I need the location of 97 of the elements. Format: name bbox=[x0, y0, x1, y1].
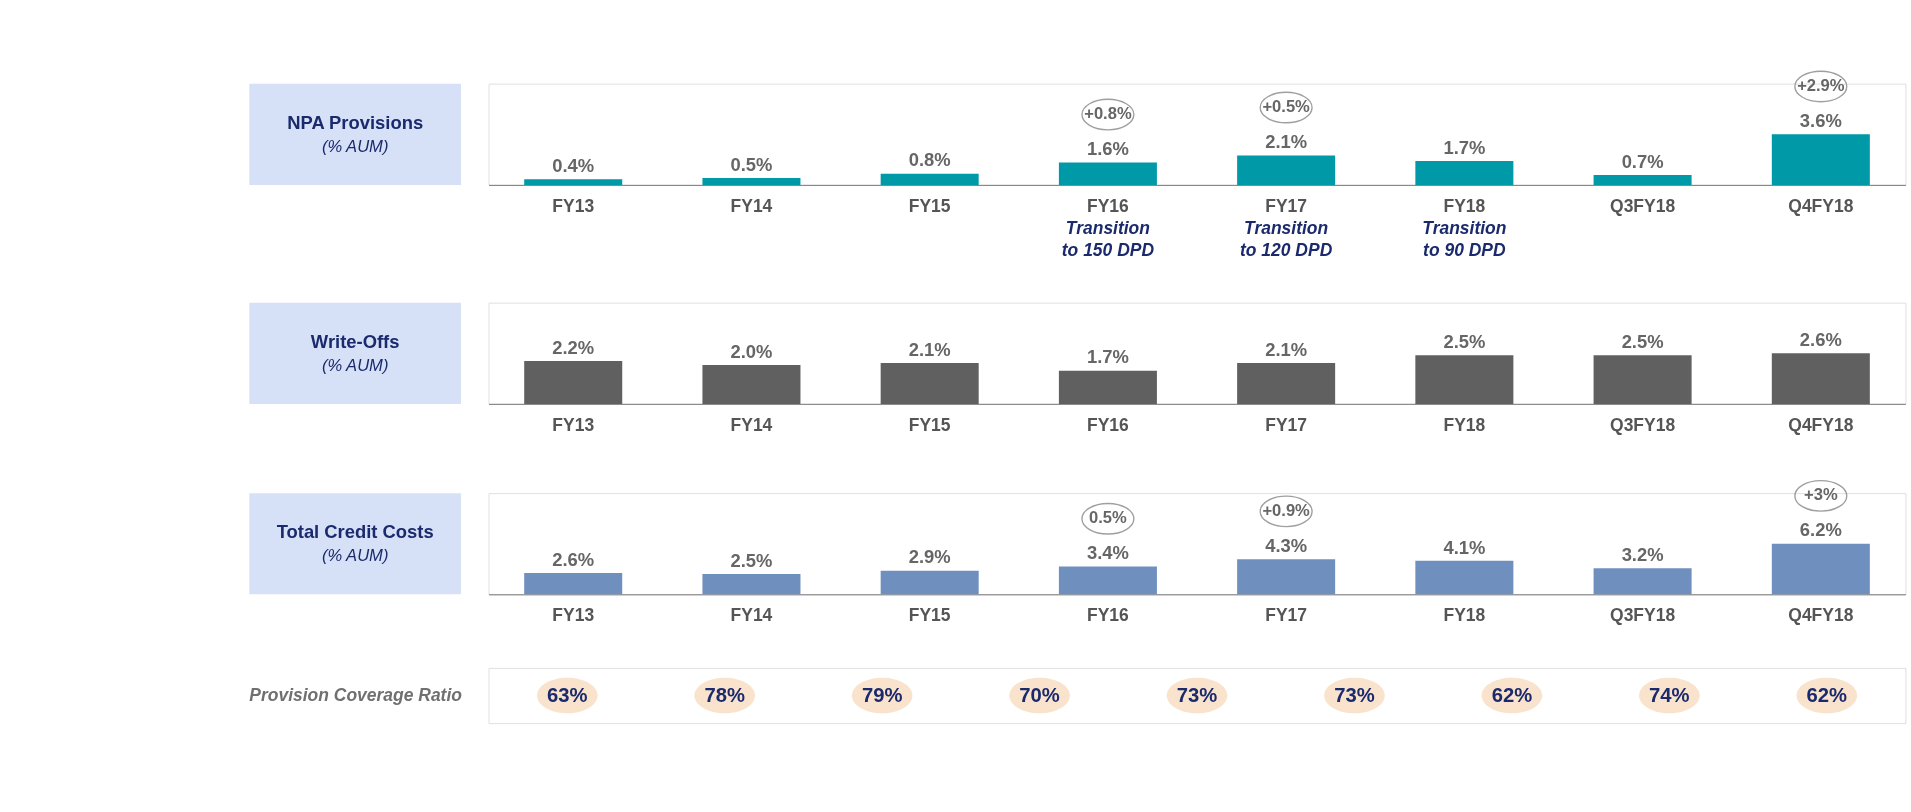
data-label: 0.7% bbox=[1621, 150, 1664, 172]
data-label: 0.8% bbox=[908, 149, 951, 171]
bar bbox=[524, 179, 623, 185]
x-tick-label: FY15 bbox=[908, 196, 951, 217]
x-tick-label: Q3FY18 bbox=[1610, 196, 1676, 217]
x-tick-label: FY13 bbox=[552, 415, 595, 436]
x-tick-label: FY17 bbox=[1265, 605, 1308, 626]
bar bbox=[880, 363, 979, 404]
bar bbox=[1058, 566, 1157, 595]
x-tick-label: FY16 bbox=[1087, 415, 1130, 436]
data-label: 3.2% bbox=[1621, 543, 1664, 565]
data-label: 0.5% bbox=[730, 153, 773, 175]
x-tick-label: Q4FY18 bbox=[1788, 605, 1854, 626]
bar bbox=[880, 570, 979, 595]
chart-title: Total Credit Costs bbox=[276, 521, 434, 543]
bar bbox=[1593, 568, 1692, 595]
chart-title: Write-Offs bbox=[310, 330, 400, 352]
data-label: 2.1% bbox=[908, 338, 951, 360]
bar bbox=[880, 173, 979, 185]
x-tick-label: Q3FY18 bbox=[1610, 605, 1676, 626]
annotation: +2.9% bbox=[1797, 76, 1845, 96]
x-tick-label: FY14 bbox=[730, 605, 773, 626]
bar bbox=[1415, 161, 1514, 185]
bar bbox=[1771, 543, 1870, 595]
bar bbox=[1237, 363, 1336, 404]
text: 73% bbox=[1176, 683, 1218, 706]
data-label: 4.1% bbox=[1443, 536, 1486, 558]
text: 78% bbox=[704, 683, 745, 706]
data-label: 2.5% bbox=[730, 549, 773, 571]
x-tick-label: FY17 bbox=[1265, 415, 1308, 436]
data-label: 1.7% bbox=[1443, 136, 1486, 158]
chart-subtitle: (% AUM) bbox=[321, 355, 389, 375]
chart-subtitle: (% AUM) bbox=[321, 546, 389, 566]
x-tick-label: FY14 bbox=[730, 415, 773, 436]
data-label: 2.1% bbox=[1265, 338, 1308, 360]
x-tick-label: Q4FY18 bbox=[1788, 415, 1854, 436]
x-tick-label: FY16 bbox=[1087, 196, 1130, 217]
x-tick-label: FY18 bbox=[1443, 196, 1486, 217]
x-tick-label: FY16 bbox=[1087, 605, 1130, 626]
data-label: 3.4% bbox=[1086, 542, 1129, 564]
data-label: 2.5% bbox=[1443, 330, 1486, 352]
bar bbox=[1771, 353, 1870, 404]
text: Provision Coverage Ratio bbox=[249, 685, 463, 706]
text: Transition to 90 DPD bbox=[1422, 217, 1507, 260]
annotation: +0.5% bbox=[1262, 97, 1311, 117]
text: 62% bbox=[1806, 683, 1848, 706]
data-label: 2.6% bbox=[552, 548, 595, 570]
bar bbox=[1415, 355, 1514, 404]
chart-title: NPA Provisions bbox=[287, 111, 424, 133]
bar bbox=[1771, 134, 1870, 185]
text: 74% bbox=[1649, 683, 1690, 706]
bar bbox=[702, 364, 801, 404]
bar bbox=[702, 177, 801, 185]
chart-subtitle: (% AUM) bbox=[321, 136, 389, 156]
x-tick-label: FY13 bbox=[552, 196, 595, 217]
data-label: 2.2% bbox=[552, 336, 595, 358]
data-label: 6.2% bbox=[1799, 519, 1842, 541]
annotation: 0.5% bbox=[1089, 508, 1128, 528]
annotation: +3% bbox=[1804, 485, 1838, 505]
data-label: 3.6% bbox=[1799, 109, 1842, 131]
data-label: 0.4% bbox=[552, 154, 595, 176]
bar bbox=[1415, 560, 1514, 595]
x-tick-label: FY18 bbox=[1443, 415, 1486, 436]
bar bbox=[1237, 155, 1336, 185]
text: Transition to 150 DPD bbox=[1061, 217, 1155, 260]
data-label: 2.6% bbox=[1799, 328, 1842, 350]
annotation: +0.9% bbox=[1262, 501, 1311, 520]
bar bbox=[702, 573, 801, 595]
text: Transition to 120 DPD bbox=[1240, 217, 1333, 260]
bar bbox=[524, 573, 623, 595]
bar bbox=[1058, 162, 1157, 185]
data-label: 4.3% bbox=[1265, 534, 1308, 556]
data-label: 2.1% bbox=[1265, 131, 1308, 153]
text: 79% bbox=[861, 683, 903, 706]
data-label: 2.0% bbox=[730, 340, 773, 362]
x-tick-label: FY18 bbox=[1443, 605, 1486, 626]
bar bbox=[1593, 175, 1692, 185]
text: 73% bbox=[1334, 683, 1375, 706]
x-tick-label: FY17 bbox=[1265, 196, 1308, 217]
text: 62% bbox=[1491, 683, 1533, 706]
bar bbox=[524, 361, 623, 404]
x-tick-label: FY14 bbox=[730, 196, 773, 217]
x-tick-label: FY15 bbox=[908, 415, 951, 436]
data-label: 2.9% bbox=[908, 546, 951, 568]
bar bbox=[1237, 559, 1336, 595]
annotation: +0.8% bbox=[1084, 104, 1132, 124]
data-label: 2.5% bbox=[1621, 330, 1664, 352]
bar bbox=[1058, 370, 1157, 404]
x-tick-label: Q4FY18 bbox=[1788, 196, 1854, 217]
bar bbox=[1593, 355, 1692, 404]
x-tick-label: FY15 bbox=[908, 605, 951, 626]
text: 70% bbox=[1019, 683, 1060, 706]
x-tick-label: Q3FY18 bbox=[1610, 415, 1676, 436]
text: 63% bbox=[547, 683, 588, 706]
x-tick-label: FY13 bbox=[552, 605, 595, 626]
data-label: 1.6% bbox=[1086, 138, 1129, 160]
data-label: 1.7% bbox=[1086, 346, 1129, 368]
